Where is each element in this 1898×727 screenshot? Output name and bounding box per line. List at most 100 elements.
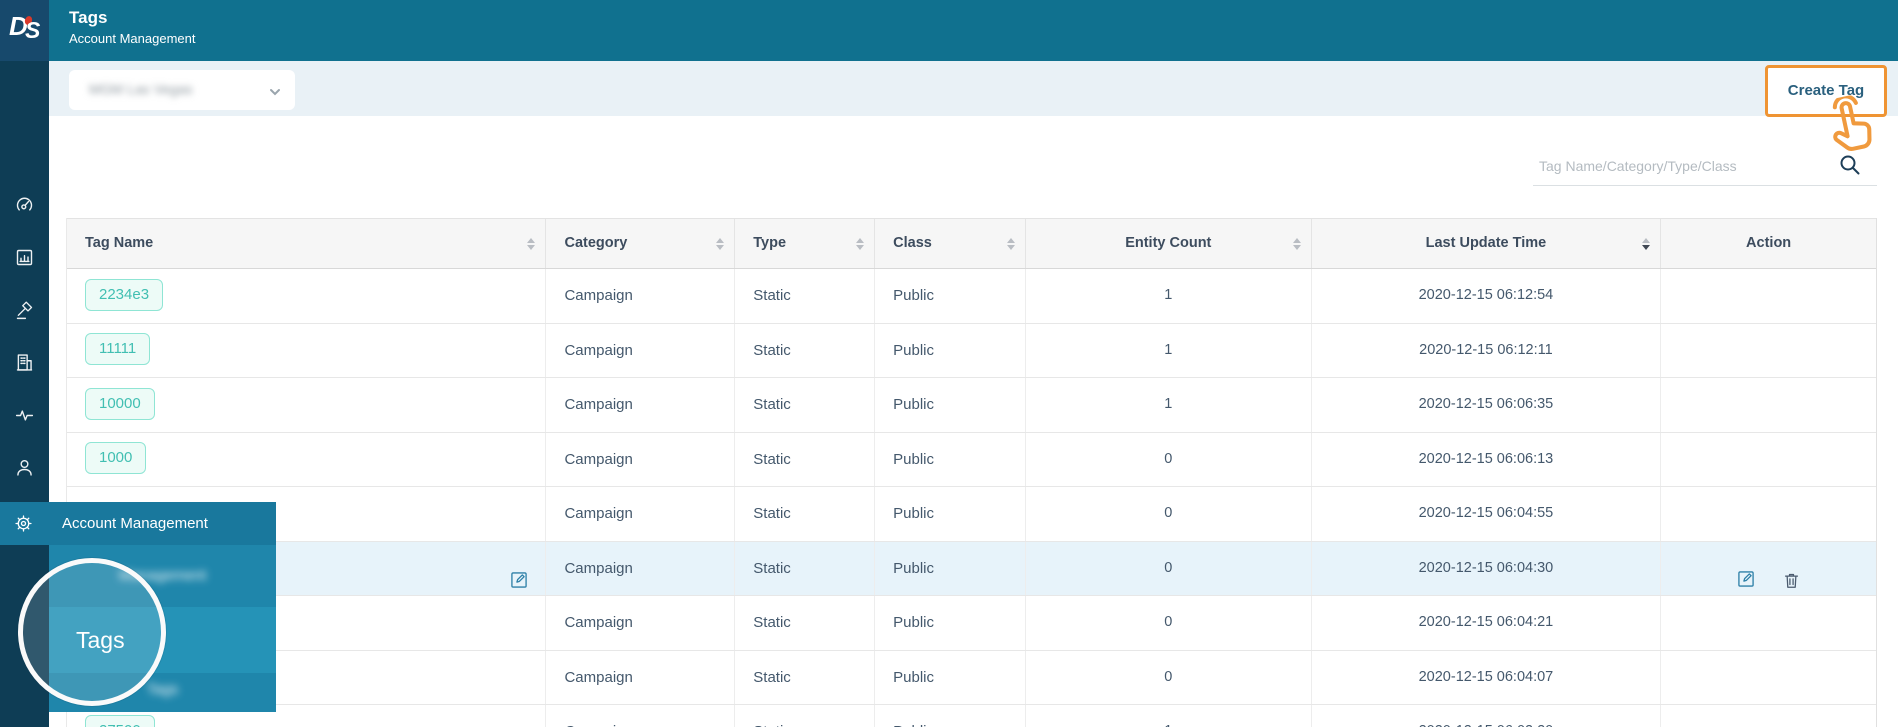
class-cell: Public xyxy=(875,487,1026,541)
table-row[interactable]: 1000 Campaign Static Public 0 2020-12-15… xyxy=(67,432,1876,487)
action-cell xyxy=(1661,378,1876,432)
gauge-icon[interactable] xyxy=(14,195,35,216)
tag-badge[interactable]: 27500 xyxy=(85,714,155,727)
gavel-icon[interactable] xyxy=(14,300,35,321)
create-tag-button[interactable]: Create Tag xyxy=(1765,65,1887,117)
action-cell xyxy=(1661,433,1876,487)
column-header-last-update-time[interactable]: Last Update Time xyxy=(1312,219,1662,268)
tag-name-cell: 1000 xyxy=(67,432,547,486)
column-header-tag-name[interactable]: Tag Name xyxy=(67,219,547,268)
table-row[interactable]: Campaign Static Public 0 2020-12-15 06:0… xyxy=(67,487,1876,542)
table-row[interactable]: 2234e3 Campaign Static Public 1 2020-12-… xyxy=(67,269,1876,324)
sidebar-nav: D S xyxy=(0,0,49,727)
submenu-item-tags[interactable]: Tags xyxy=(49,607,276,673)
entity-count-cell: 0 xyxy=(1026,487,1312,541)
sort-icons[interactable] xyxy=(1642,237,1651,250)
category-cell: Campaign xyxy=(546,269,736,323)
entity-count-cell: 1 xyxy=(1026,269,1312,323)
entity-count-cell: 1 xyxy=(1026,378,1312,432)
last-update-cell: 2020-12-15 06:04:30 xyxy=(1312,541,1662,595)
sort-icons[interactable] xyxy=(527,237,536,250)
tag-badge[interactable]: 11111 xyxy=(85,333,151,366)
action-cell xyxy=(1661,324,1876,378)
sort-icons[interactable] xyxy=(1292,237,1301,250)
category-cell: Campaign xyxy=(546,487,736,541)
class-cell: Public xyxy=(875,650,1026,704)
tag-name-cell: 27500 xyxy=(67,705,547,727)
app-logo[interactable]: D S xyxy=(0,0,49,61)
class-cell: Public xyxy=(875,323,1026,377)
property-dropdown[interactable]: MGM Las Vegas xyxy=(69,70,295,110)
class-cell: Public xyxy=(875,596,1026,650)
top-header-bar: Tags Account Management xyxy=(0,0,1898,61)
tag-name-cell xyxy=(67,487,547,541)
action-cell xyxy=(1661,705,1876,727)
table-row-highlighted[interactable]: Campaign Static Public 0 2020-12-15 06:0… xyxy=(67,541,1876,596)
breadcrumb: Account Management xyxy=(69,31,196,46)
last-update-cell: 2020-12-15 06:12:11 xyxy=(1312,323,1662,377)
gear-icon xyxy=(13,513,34,534)
column-header-category[interactable]: Category xyxy=(546,219,736,268)
category-cell: Campaign xyxy=(546,541,736,595)
table-header: Tag Name Category Type Class Entity Coun… xyxy=(67,218,1876,269)
last-update-cell: 2020-12-15 06:06:13 xyxy=(1312,432,1662,486)
sort-icons[interactable] xyxy=(1006,237,1015,250)
last-update-cell: 2020-12-15 06:02:20 xyxy=(1312,705,1662,727)
sort-icons[interactable] xyxy=(856,237,865,250)
column-header-type[interactable]: Type xyxy=(735,219,876,268)
search-input[interactable] xyxy=(1539,152,1829,180)
table-row[interactable]: 11111 Campaign Static Public 1 2020-12-1… xyxy=(67,323,1876,378)
entity-count-cell: 0 xyxy=(1026,432,1312,486)
tag-name-cell xyxy=(67,541,547,595)
tag-badge[interactable]: 10000 xyxy=(85,387,155,420)
hand-pointer-icon xyxy=(1814,90,1886,163)
sidebar-item-account-management[interactable]: Account Management xyxy=(0,502,276,545)
category-cell: Campaign xyxy=(546,432,736,486)
activity-icon[interactable] xyxy=(14,405,35,426)
tag-badge[interactable]: 2234e3 xyxy=(85,278,164,311)
column-header-class[interactable]: Class xyxy=(875,219,1026,268)
type-cell: Static xyxy=(735,541,876,595)
table-row[interactable]: 10000 Campaign Static Public 1 2020-12-1… xyxy=(67,378,1876,433)
search-icon[interactable] xyxy=(1837,152,1863,178)
tag-name-cell: 10000 xyxy=(67,378,547,432)
type-cell: Static xyxy=(735,487,876,541)
edit-row-icon[interactable] xyxy=(1736,558,1756,587)
entity-count-cell: 0 xyxy=(1026,596,1312,650)
class-cell: Public xyxy=(875,541,1026,595)
last-update-cell: 2020-12-15 06:04:07 xyxy=(1312,650,1662,704)
table-row[interactable]: Campaign Static Public 0 2020-12-15 06:0… xyxy=(67,650,1876,705)
chevron-down-icon xyxy=(269,85,281,97)
column-header-action: Action xyxy=(1746,235,1792,251)
type-cell: Static xyxy=(735,269,876,323)
sort-icons[interactable] xyxy=(716,237,725,250)
type-cell: Static xyxy=(735,432,876,486)
tags-table: Tag Name Category Type Class Entity Coun… xyxy=(66,218,1877,727)
tag-name-cell: 11111 xyxy=(67,323,547,377)
table-row[interactable]: Campaign Static Public 0 2020-12-15 06:0… xyxy=(67,596,1876,651)
category-cell: Campaign xyxy=(546,378,736,432)
type-cell: Static xyxy=(735,323,876,377)
flyout-menu-title: Account Management xyxy=(62,515,208,532)
action-cell xyxy=(1661,542,1876,596)
type-cell: Static xyxy=(735,596,876,650)
building-icon[interactable] xyxy=(14,352,35,373)
report-icon[interactable] xyxy=(14,247,35,268)
last-update-cell: 2020-12-15 06:12:54 xyxy=(1312,269,1662,323)
table-row[interactable]: 27500 Campaign Static Public 1 2020-12-1… xyxy=(67,705,1876,727)
class-cell: Public xyxy=(875,269,1026,323)
entity-count-cell: 0 xyxy=(1026,650,1312,704)
user-icon[interactable] xyxy=(14,457,35,478)
class-cell: Public xyxy=(875,705,1026,727)
last-update-cell: 2020-12-15 06:04:21 xyxy=(1312,596,1662,650)
submenu-item-blurred[interactable]: Tags xyxy=(146,681,179,698)
tag-badge[interactable]: 1000 xyxy=(85,442,147,475)
edit-tag-name-icon[interactable] xyxy=(509,559,529,588)
category-cell: Campaign xyxy=(546,596,736,650)
column-header-entity-count[interactable]: Entity Count xyxy=(1026,219,1312,268)
submenu-item-blurred[interactable]: Management xyxy=(118,567,207,584)
tag-search xyxy=(1533,146,1877,186)
delete-row-icon[interactable] xyxy=(1782,559,1801,588)
property-dropdown-value: MGM Las Vegas xyxy=(89,81,193,97)
